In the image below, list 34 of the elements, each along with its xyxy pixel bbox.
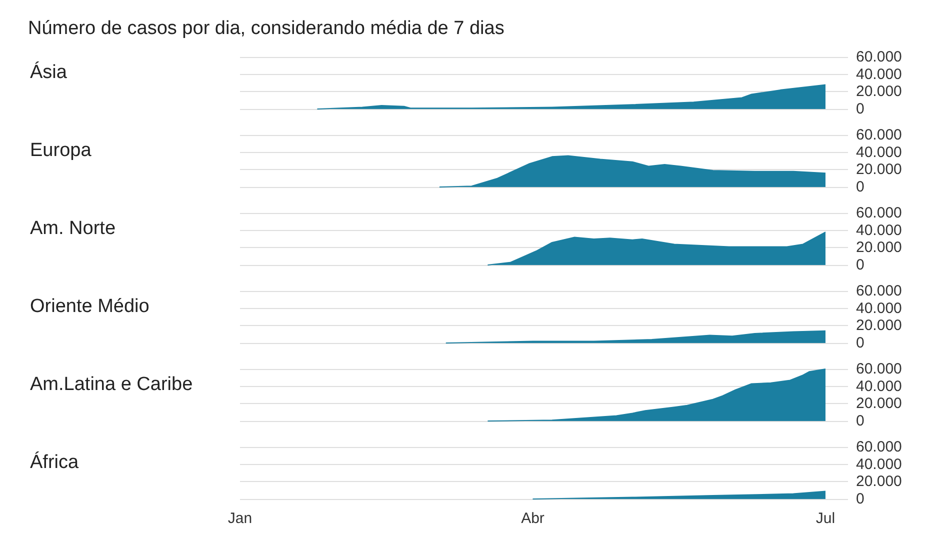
x-tick-label: Jan [228,510,252,527]
y-tick-label: 40.000 [856,378,902,395]
y-tick-label: 0 [856,256,864,274]
y-tick-label: 60.000 [856,48,902,66]
y-tick-label: 40.000 [856,222,902,239]
y-tick-label: 20.000 [856,395,902,412]
y-axis-title: Am. Norte [30,218,117,239]
y-tick-label: 20.000 [856,83,902,100]
x-tick-label: Abr [521,510,544,527]
y-axis-title: Am.Latina e Caribe [30,374,194,395]
y-tick-label: 60.000 [856,126,902,144]
y-axis-title: Europa [30,140,92,161]
y-tick-label: 60.000 [856,282,902,300]
y-tick-label: 60.000 [856,438,902,456]
y-tick-label: 0 [856,412,864,430]
y-tick-label: 40.000 [856,456,902,473]
x-tick-label: Jul [816,510,836,527]
y-tick-label: 60.000 [856,204,902,222]
y-tick-label: 20.000 [856,239,902,256]
y-axis-title: Ásia [30,62,68,83]
y-axis-title: África [30,452,80,473]
y-tick-label: 40.000 [856,144,902,161]
y-tick-label: 20.000 [856,473,902,490]
chart-title: Número de casos por dia, considerando média de 7 dias [28,18,504,40]
y-tick-label: 0 [856,178,864,196]
y-tick-label: 0 [856,100,864,118]
y-tick-label: 40.000 [856,66,902,83]
y-tick-label: 60.000 [856,360,902,378]
y-tick-label: 20.000 [856,161,902,178]
y-tick-label: 20.000 [856,317,902,334]
y-tick-label: 40.000 [856,300,902,317]
y-axis-title: Oriente Médio [30,296,150,317]
y-tick-label: 0 [856,490,864,508]
y-tick-label: 0 [856,334,864,352]
